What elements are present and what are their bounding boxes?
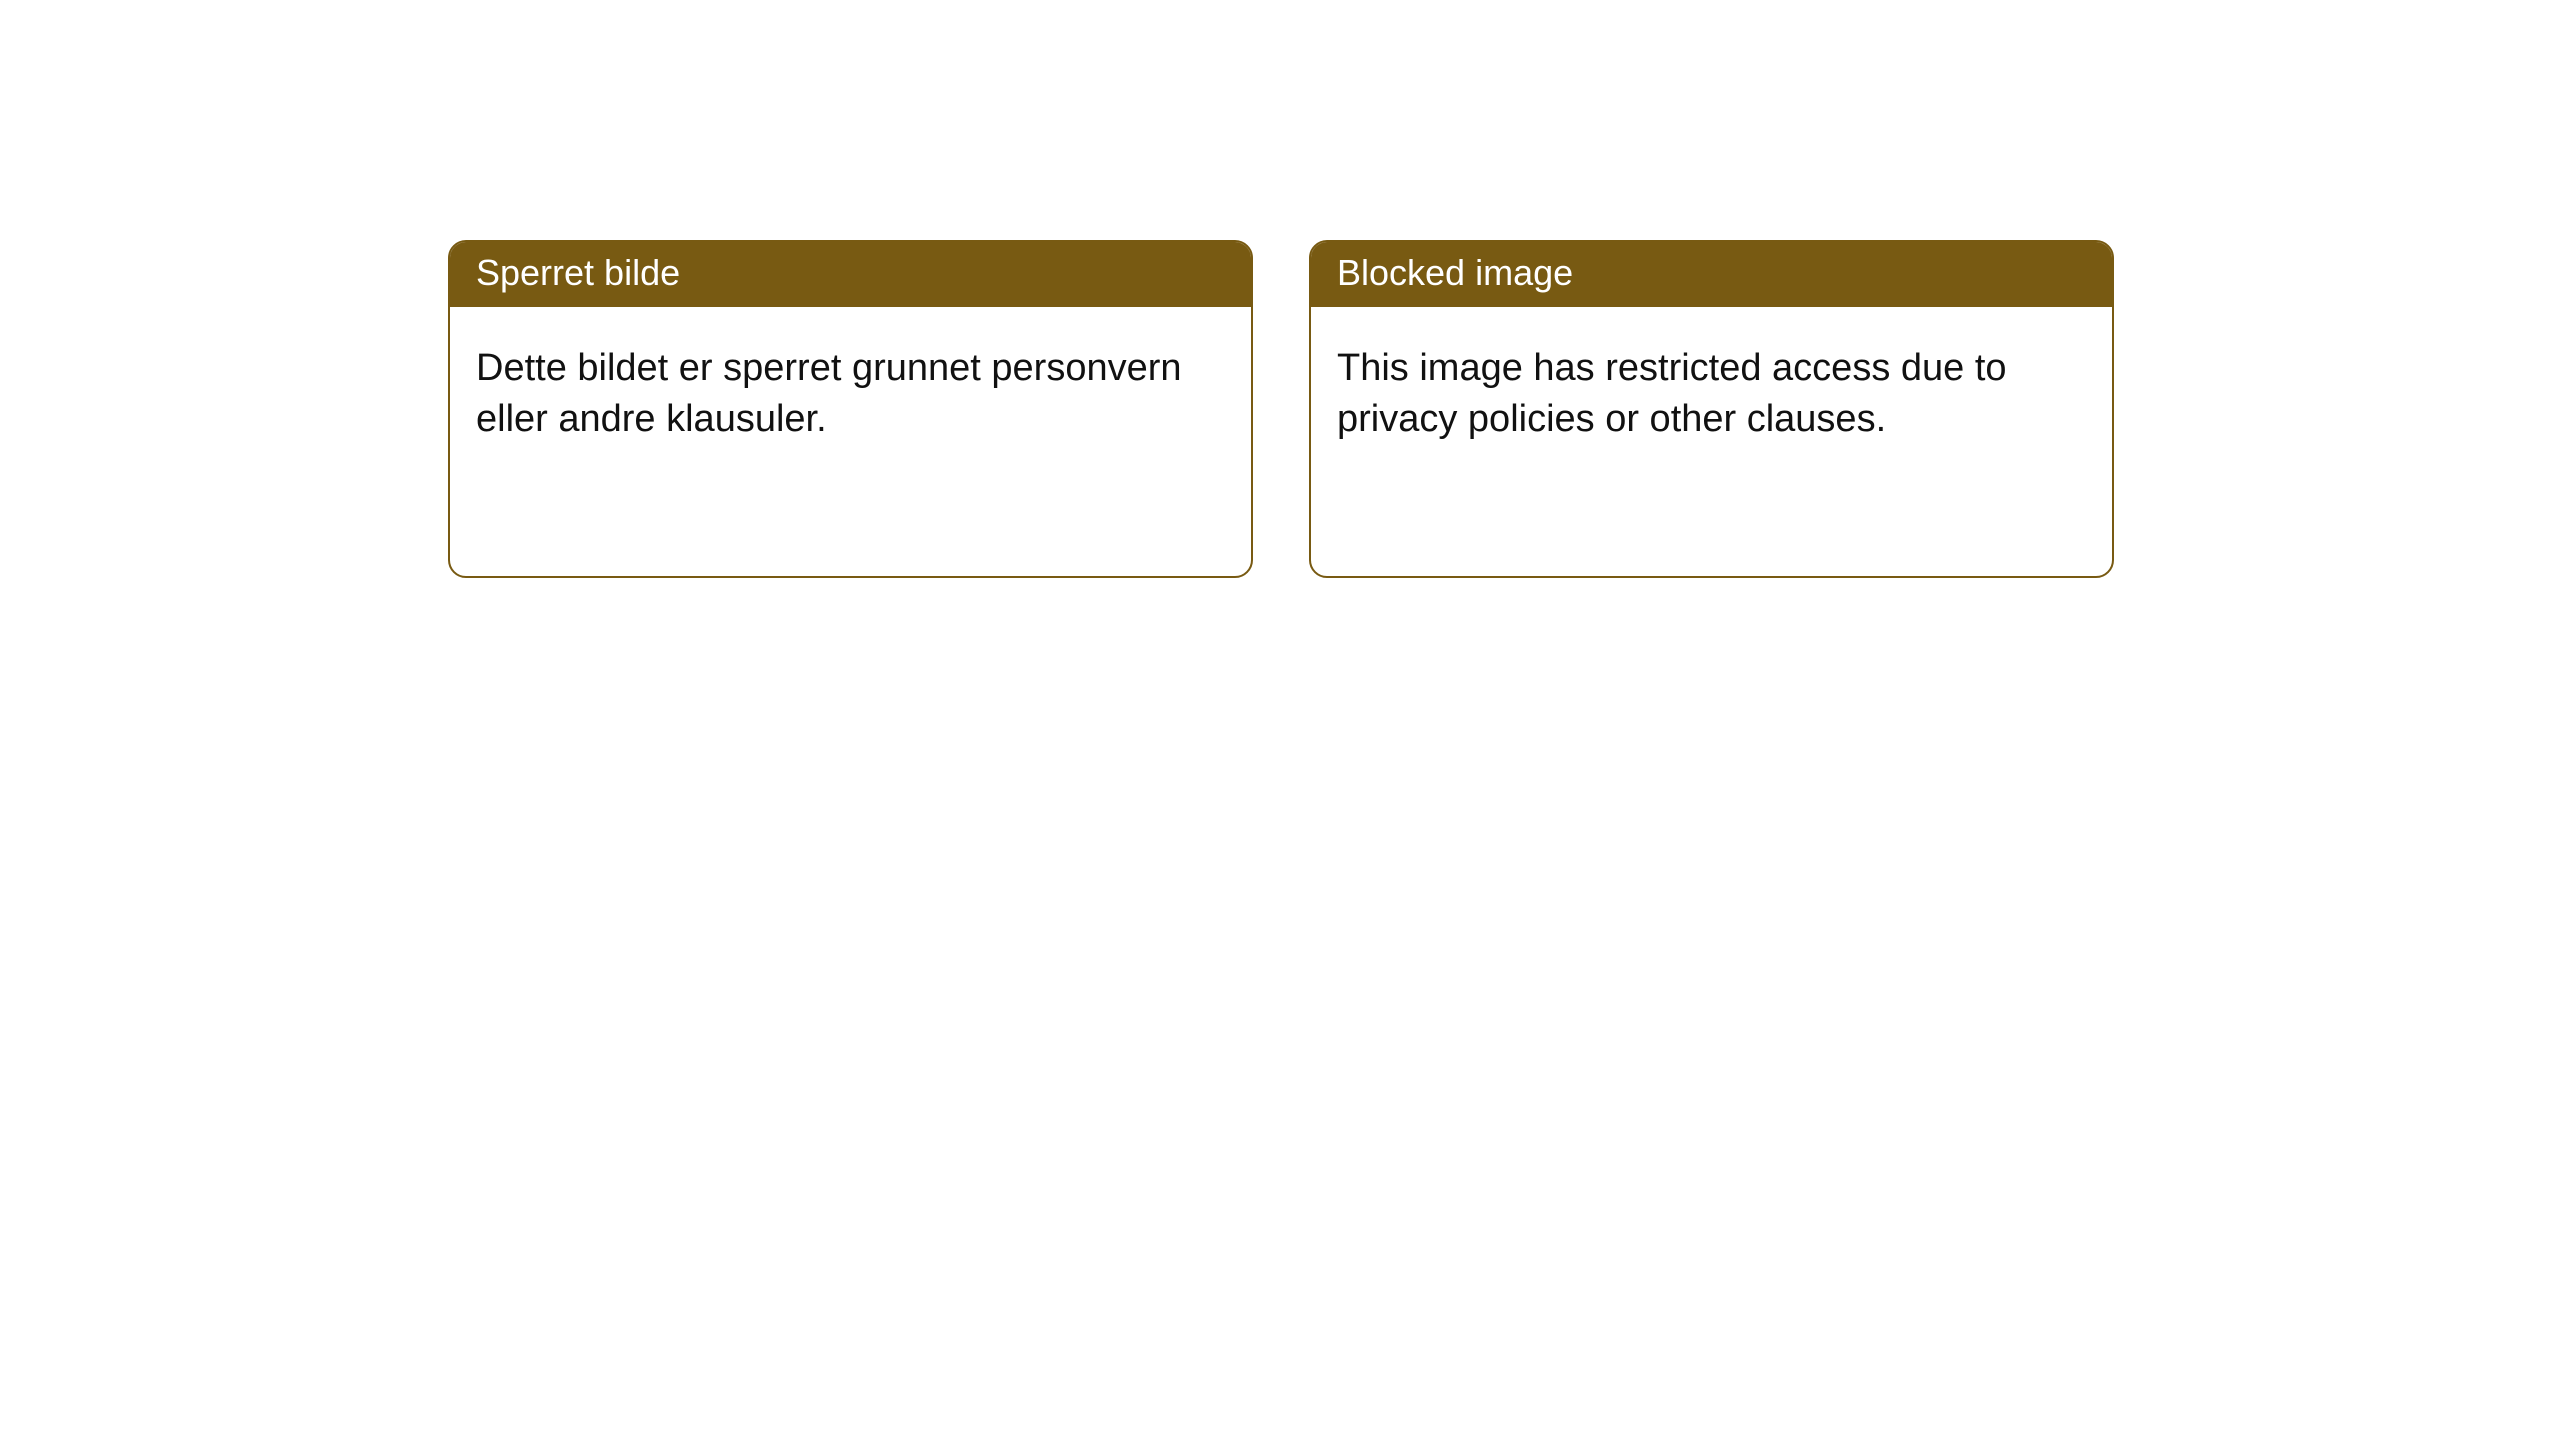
panel-title: Blocked image: [1337, 252, 1573, 293]
panel-header-norwegian: Sperret bilde: [450, 242, 1251, 307]
panel-title: Sperret bilde: [476, 252, 680, 293]
panel-body-norwegian: Dette bildet er sperret grunnet personve…: [450, 307, 1251, 466]
panel-body-english: This image has restricted access due to …: [1311, 307, 2112, 466]
panels-container: Sperret bilde Dette bildet er sperret gr…: [448, 240, 2560, 578]
panel-body-text: Dette bildet er sperret grunnet personve…: [476, 347, 1182, 440]
panel-body-text: This image has restricted access due to …: [1337, 347, 2007, 440]
panel-header-english: Blocked image: [1311, 242, 2112, 307]
blocked-image-panel-english: Blocked image This image has restricted …: [1309, 240, 2114, 578]
blocked-image-panel-norwegian: Sperret bilde Dette bildet er sperret gr…: [448, 240, 1253, 578]
